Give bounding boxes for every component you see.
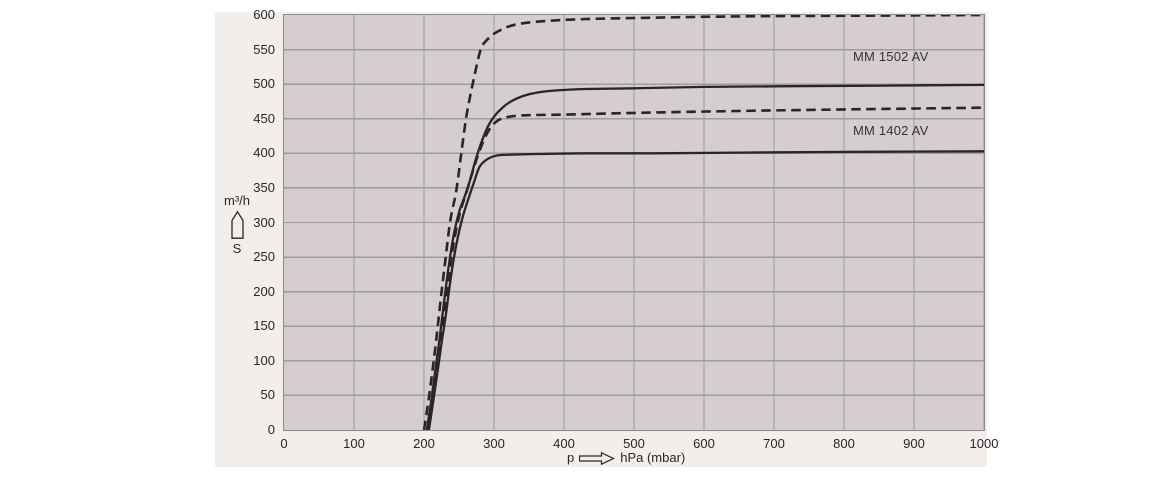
- curve-label-mm-1402-av: MM 1402 AV: [853, 123, 929, 138]
- curve-mm-1402-av-solid: [427, 150, 984, 430]
- x-tick-label: 600: [693, 436, 715, 451]
- y-tick-label: 500: [253, 76, 275, 92]
- curve-label-mm-1502-av: MM 1502 AV: [853, 49, 929, 64]
- x-axis-label: p hPa (mbar): [567, 450, 685, 466]
- y-axis-label: m³/h S: [215, 193, 259, 256]
- y-axis-quantity: S: [232, 241, 242, 256]
- y-tick-label: 550: [253, 41, 275, 57]
- y-tick-label: 150: [253, 318, 275, 334]
- right-arrow-icon: [579, 451, 616, 465]
- curve-mm-1502-av-solid: [425, 83, 984, 430]
- y-tick-label: 200: [253, 283, 275, 299]
- x-axis-quantity: p: [567, 450, 575, 465]
- y-tick-label: 600: [253, 7, 275, 22]
- chart-canvas: [284, 15, 984, 430]
- curve-mm-1402-av-dashed: [426, 106, 984, 430]
- x-tick-label: 300: [483, 436, 505, 451]
- x-tick-label: 400: [553, 436, 575, 451]
- x-tick-label: 800: [833, 436, 855, 451]
- curve-mm-1502-av-dashed: [422, 15, 984, 430]
- y-tick-label: 100: [253, 352, 275, 368]
- x-axis-unit: hPa (mbar): [620, 450, 686, 465]
- y-tick-label: 450: [253, 110, 275, 126]
- y-tick-label: 350: [253, 179, 275, 195]
- y-tick-label: 50: [260, 387, 275, 403]
- chart-panel: m³/h S MM 1502 AV MM 1402 AV p hPa (mbar…: [215, 7, 998, 467]
- x-tick-label: 200: [413, 436, 435, 451]
- y-tick-label: 400: [253, 145, 275, 161]
- x-tick-label: 700: [763, 436, 785, 451]
- x-tick-label: 900: [903, 436, 925, 451]
- plot-area: MM 1502 AV MM 1402 AV: [283, 14, 985, 431]
- y-tick-label: 250: [253, 249, 275, 265]
- y-tick-label: 300: [253, 214, 275, 230]
- x-tick-label: 500: [623, 436, 645, 451]
- y-tick-label: 0: [267, 422, 275, 437]
- x-tick-label: 0: [280, 436, 288, 451]
- x-tick-label: 1000: [969, 436, 999, 451]
- x-tick-label: 100: [343, 436, 365, 451]
- y-axis-unit: m³/h: [224, 193, 250, 208]
- up-arrow-icon: [230, 211, 244, 239]
